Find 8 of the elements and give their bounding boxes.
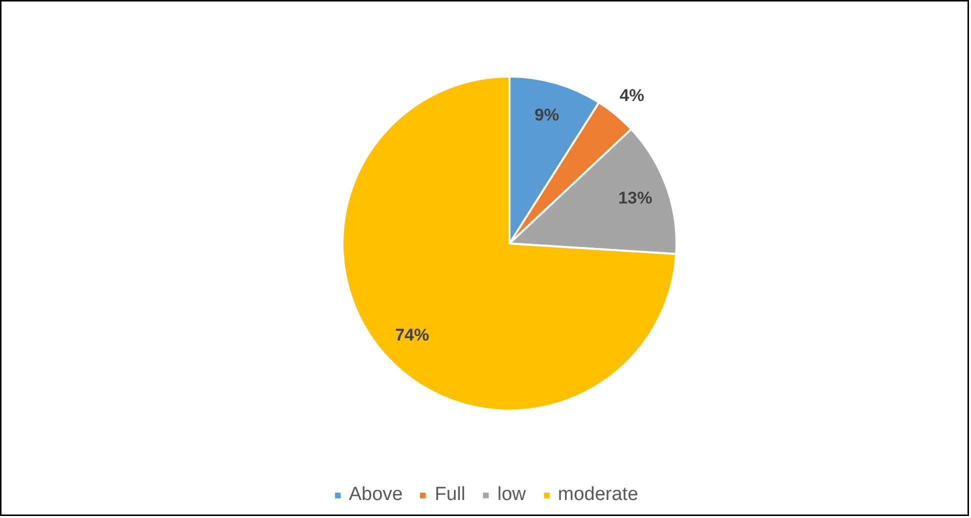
- data-label: 13%: [618, 188, 652, 208]
- data-label: 74%: [395, 325, 430, 344]
- data-label: 4%: [620, 86, 644, 106]
- legend-label: Full: [434, 484, 466, 506]
- legend-label: low: [497, 484, 526, 506]
- data-label: 9%: [534, 106, 560, 125]
- legend-label: moderate: [558, 484, 638, 506]
- legend-label: Above: [348, 484, 403, 506]
